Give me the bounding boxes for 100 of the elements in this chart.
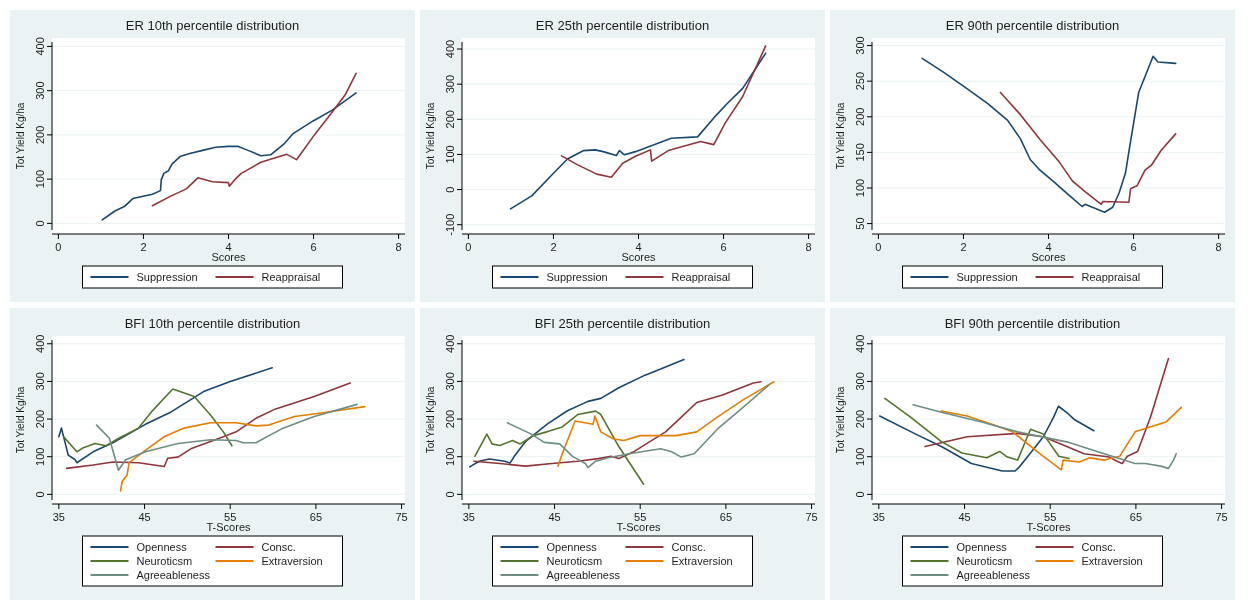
line-series [509, 52, 767, 210]
x-tick-label: 65 [1129, 511, 1143, 523]
x-tick-label: 2 [550, 241, 557, 253]
y-tick-label: 400 [444, 39, 456, 59]
y-tick-label: 300 [854, 372, 866, 391]
line-series [468, 358, 685, 468]
y-axis-title: Tot Yield Kg/ha [15, 102, 26, 170]
x-tick-label: 35 [52, 511, 65, 523]
line-series [151, 72, 357, 207]
chart-title: BFI 25th percentile distribution [534, 316, 711, 331]
line-series [65, 382, 351, 470]
y-tick-label: 300 [34, 81, 46, 100]
line-series [912, 403, 1177, 470]
y-tick-label: 100 [444, 447, 456, 466]
y-axis-title: Tot Yield Kg/ha [425, 102, 436, 170]
x-tick-label: 0 [55, 241, 62, 253]
y-tick-label: 200 [854, 107, 866, 126]
y-axis-title: Tot Yield Kg/ha [835, 102, 846, 170]
line-series [474, 410, 645, 485]
legend-label: Consc. [261, 541, 296, 553]
legend-label: Neuroticsm [956, 555, 1013, 567]
legend-label: Extraversion [671, 555, 733, 567]
x-tick-label: 8 [395, 241, 402, 253]
y-tick-label: 200 [854, 409, 866, 429]
line-series [63, 388, 233, 453]
y-tick-label: 100 [854, 178, 866, 198]
y-tick-label: 100 [34, 169, 46, 189]
x-tick-label: 2 [960, 241, 967, 253]
x-axis-title: Scores [1031, 251, 1067, 263]
y-axis-title: Tot Yield Kg/ha [835, 386, 846, 454]
chart-title: ER 10th percentile distribution [125, 18, 300, 33]
line-series [506, 384, 770, 469]
y-tick-label: 300 [444, 74, 456, 94]
legend-label: Openness [956, 541, 1008, 553]
x-tick-label: 75 [805, 511, 818, 523]
x-tick-label: 35 [462, 511, 475, 523]
x-tick-label: 55 [224, 511, 237, 523]
legend-label: Reappraisal [1081, 271, 1141, 283]
x-tick-label: 65 [309, 511, 323, 523]
legend-label: Openness [136, 541, 188, 553]
x-tick-label: 35 [872, 511, 885, 523]
chart-title: BFI 10th percentile distribution [124, 316, 301, 331]
y-tick-label: 400 [854, 334, 866, 353]
x-tick-label: 65 [719, 511, 733, 523]
x-tick-label: 55 [1044, 511, 1057, 523]
legend-label: Neuroticsm [136, 555, 193, 567]
legend-label: Consc. [1081, 541, 1116, 553]
line-series [119, 405, 366, 492]
line-series [878, 405, 1095, 472]
x-axis-title: Scores [211, 251, 247, 263]
x-axis-title: T-Scores [616, 521, 661, 533]
legend-label: Agreeableness [546, 569, 621, 581]
x-tick-label: 2 [140, 241, 147, 253]
x-axis-title: T-Scores [206, 521, 251, 533]
x-tick-label: 75 [395, 511, 408, 523]
y-tick-label: 100 [444, 145, 456, 164]
line-series [95, 403, 358, 472]
line-series [999, 91, 1177, 206]
line-series [884, 397, 1070, 461]
y-tick-label: 200 [34, 125, 46, 145]
y-tick-label: 300 [444, 372, 456, 391]
y-tick-label: 50 [854, 217, 866, 230]
line-series [940, 406, 1183, 471]
y-tick-label: 300 [854, 36, 866, 55]
chart-title: ER 25th percentile distribution [535, 18, 710, 33]
line-series [473, 380, 762, 467]
y-tick-label: 0 [854, 491, 866, 498]
line-series [58, 367, 273, 464]
chart-title: BFI 90th percentile distribution [944, 316, 1121, 331]
legend-label: Consc. [671, 541, 706, 553]
x-tick-label: 45 [548, 511, 561, 523]
legend-label: Suppression [136, 271, 198, 283]
legend-label: Agreeableness [956, 569, 1031, 581]
x-axis-title: T-Scores [1026, 521, 1071, 533]
legend-label: Extraversion [261, 555, 323, 567]
legend-label: Neuroticsm [546, 555, 603, 567]
x-tick-label: 4 [1045, 241, 1052, 253]
line-series [101, 92, 357, 221]
x-tick-label: 4 [635, 241, 642, 253]
line-series [924, 357, 1170, 465]
legend-label: Reappraisal [671, 271, 731, 283]
y-tick-label: 0 [444, 186, 456, 193]
y-tick-label: 100 [34, 447, 46, 466]
y-tick-label: 0 [34, 491, 46, 498]
y-tick-label: 150 [854, 143, 866, 162]
line-series [921, 55, 1177, 213]
x-tick-label: 0 [465, 241, 472, 253]
x-tick-label: 6 [310, 241, 317, 253]
x-tick-label: 6 [720, 241, 727, 253]
x-tick-label: 55 [634, 511, 647, 523]
x-tick-label: 45 [138, 511, 151, 523]
x-tick-label: 45 [958, 511, 971, 523]
y-tick-label: 100 [854, 447, 866, 466]
y-tick-label: 400 [444, 334, 456, 353]
y-tick-label: 250 [854, 71, 866, 91]
line-series [560, 45, 767, 179]
x-tick-label: 75 [1215, 511, 1228, 523]
chart-title: ER 90th percentile distribution [945, 18, 1120, 33]
y-tick-label: 400 [34, 37, 46, 56]
x-axis-title: Scores [621, 251, 657, 263]
